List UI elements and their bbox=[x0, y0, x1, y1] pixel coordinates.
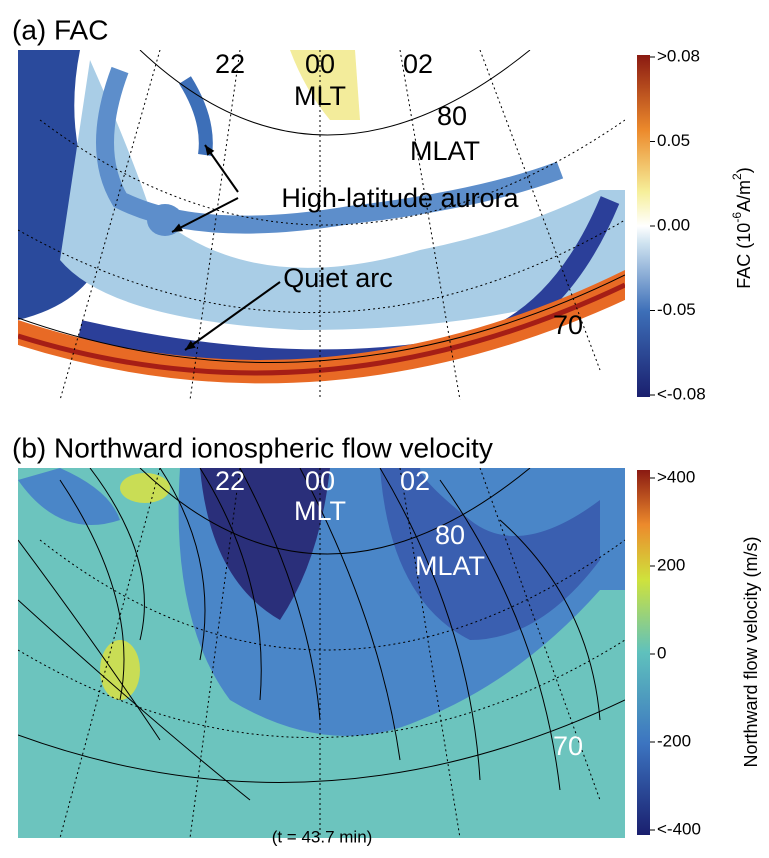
colorbar-label: Northward flow velocity (m/s) bbox=[741, 536, 761, 767]
map-label: 02 bbox=[400, 466, 430, 496]
fac-map bbox=[18, 50, 625, 400]
map-label: 00 bbox=[305, 466, 335, 496]
map-label: 80 bbox=[435, 520, 465, 550]
map-label: 70 bbox=[553, 310, 583, 340]
map-label: 80 bbox=[437, 101, 467, 131]
map-label: 02 bbox=[403, 49, 433, 79]
map-label: 22 bbox=[215, 466, 245, 496]
colorbar bbox=[637, 55, 650, 397]
map-label: Quiet arc bbox=[283, 263, 393, 293]
map-label: MLAT bbox=[410, 136, 480, 166]
colorbar-tick-label: <-0.08 bbox=[657, 384, 706, 403]
map-label: 00 bbox=[305, 49, 335, 79]
colorbar-tick-label: >400 bbox=[657, 467, 695, 486]
map-label: High-latitude aurora bbox=[281, 183, 519, 213]
caption: (t = 43.7 min) bbox=[272, 827, 373, 846]
label-part: ) bbox=[734, 167, 754, 173]
arrow bbox=[184, 281, 281, 351]
colorbar-tick-label: -200 bbox=[657, 731, 691, 750]
arrow-head bbox=[172, 223, 183, 232]
panel-title: (a) FAC bbox=[12, 14, 108, 45]
arrow bbox=[171, 197, 239, 233]
label-part: 2 bbox=[730, 173, 744, 180]
flow-map bbox=[18, 468, 625, 838]
colorbar-label: FAC (10-6A/m2) bbox=[730, 167, 754, 288]
label-part: A/m bbox=[734, 180, 754, 212]
colorbar bbox=[637, 470, 650, 835]
colorbar-tick-label: >0.08 bbox=[657, 46, 700, 65]
map-label: 22 bbox=[215, 49, 245, 79]
map-label: 70 bbox=[553, 731, 583, 761]
colorbar-tick-label: <-400 bbox=[657, 819, 701, 838]
panel-title: (b) Northward ionospheric flow velocity bbox=[12, 432, 493, 463]
map-label: MLT bbox=[294, 496, 346, 526]
colorbar-tick-label: 0 bbox=[657, 643, 666, 662]
label-part: FAC (10 bbox=[734, 223, 754, 289]
colorbar-tick-label: 0.05 bbox=[657, 131, 690, 150]
map-label: MLT bbox=[294, 81, 346, 111]
arrow-head bbox=[205, 145, 215, 156]
map-label: MLAT bbox=[415, 551, 485, 581]
colorbar-tick-label: 200 bbox=[657, 555, 685, 574]
colorbar-tick-label: 0.00 bbox=[657, 215, 690, 234]
label-part: -6 bbox=[730, 212, 744, 223]
colorbar-tick-label: -0.05 bbox=[657, 300, 696, 319]
arrow-head bbox=[185, 340, 196, 350]
